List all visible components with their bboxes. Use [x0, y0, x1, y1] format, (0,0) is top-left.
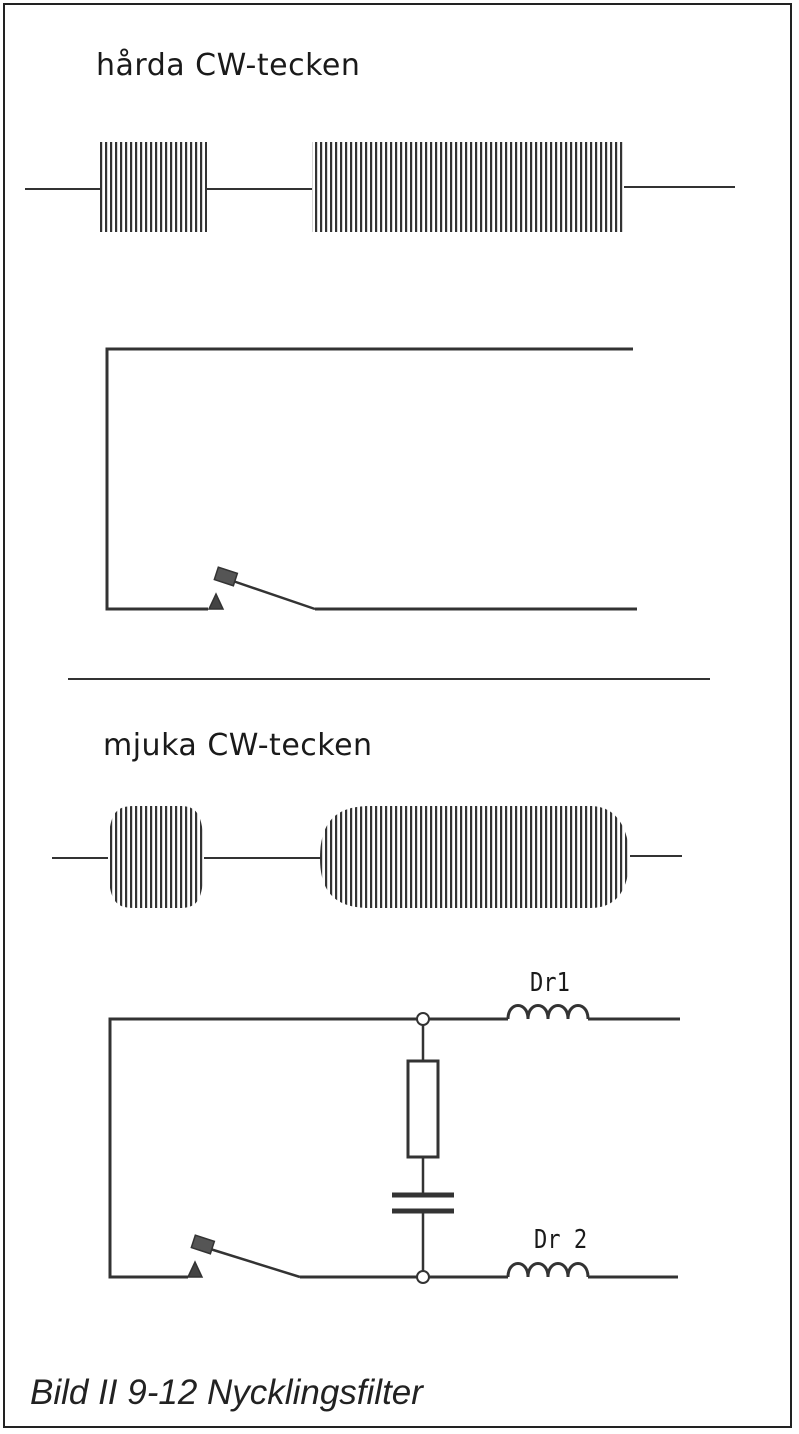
hard-cw-waveform: [25, 142, 735, 232]
junction-top-icon: [416, 1012, 430, 1026]
hard-cw-title: hårda CW-tecken: [96, 48, 361, 83]
figure-frame: [3, 3, 792, 1428]
circuit-wire: [105, 347, 633, 611]
figure-caption: Bild II 9-12 Nycklingsfilter: [30, 1373, 423, 1412]
key-knob-icon: [190, 1234, 216, 1255]
soft-burst-long: [320, 806, 630, 908]
hard-burst-long: [312, 142, 624, 232]
soft-cw-waveform: [52, 806, 682, 908]
soft-burst-short: [108, 806, 204, 908]
choke-dr1-icon: [506, 1004, 590, 1020]
key-lever: [206, 1246, 301, 1279]
choke-dr2-icon: [506, 1262, 590, 1278]
key-contact-icon: [186, 1260, 204, 1278]
resistor-icon: [406, 1059, 440, 1159]
junction-bottom-icon: [416, 1270, 430, 1284]
soft-keying-circuit: [108, 1004, 680, 1284]
key-lever: [229, 578, 316, 611]
hard-keying-circuit: [105, 347, 637, 611]
soft-cw-title: mjuka CW-tecken: [103, 728, 373, 763]
key-contact-icon: [207, 592, 225, 610]
key-knob-icon: [213, 566, 239, 587]
choke-dr2-label: Dr 2: [534, 1225, 588, 1255]
choke-dr1-label: Dr1: [530, 968, 570, 998]
hard-burst-short: [100, 142, 207, 232]
circuit-wire-left: [108, 1017, 508, 1279]
